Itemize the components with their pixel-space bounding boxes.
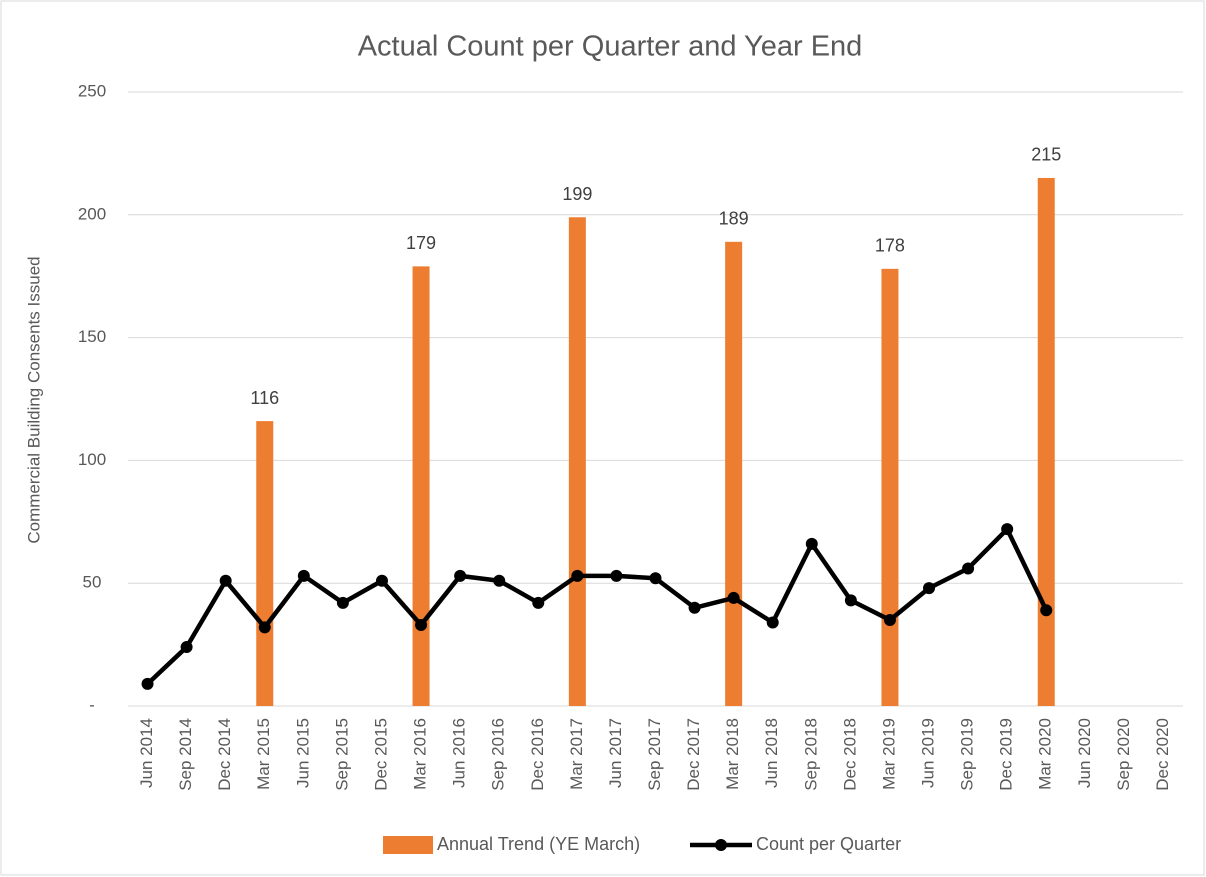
x-tick-label: Mar 2017 xyxy=(567,718,586,790)
line-marker xyxy=(219,574,232,587)
y-tick-label: 200 xyxy=(78,204,106,223)
line-marker xyxy=(1040,604,1053,617)
y-tick-label: 150 xyxy=(78,327,106,346)
bar xyxy=(256,421,274,706)
x-tick-label: Jun 2019 xyxy=(919,718,938,788)
line-marker xyxy=(532,596,545,609)
line-marker xyxy=(571,569,584,582)
line-marker xyxy=(258,621,271,634)
bar-value-label: 179 xyxy=(406,233,436,253)
bar xyxy=(881,268,899,706)
y-tick-label: 250 xyxy=(78,81,106,100)
line-marker xyxy=(727,591,740,604)
x-tick-label: Mar 2018 xyxy=(723,718,742,790)
bar xyxy=(568,217,586,707)
x-tick-label: Mar 2015 xyxy=(254,718,273,790)
line-marker xyxy=(415,618,428,631)
line-marker xyxy=(883,614,896,627)
line-marker xyxy=(805,537,818,550)
x-tick-label: Dec 2017 xyxy=(684,718,703,791)
line-marker xyxy=(297,569,310,582)
x-tick-label: Dec 2016 xyxy=(528,718,547,791)
y-tick-label: - xyxy=(89,695,95,714)
legend-label: Annual Trend (YE March) xyxy=(437,834,640,854)
x-tick-label: Sep 2020 xyxy=(1114,718,1133,791)
x-tick-label: Jun 2017 xyxy=(606,718,625,788)
x-tick-label: Sep 2018 xyxy=(801,718,820,791)
x-tick-label: Jun 2018 xyxy=(762,718,781,788)
line-marker xyxy=(375,574,388,587)
bar xyxy=(1037,177,1055,706)
x-tick-label: Jun 2014 xyxy=(137,718,156,788)
x-tick-label: Dec 2019 xyxy=(997,718,1016,791)
line-marker xyxy=(180,641,193,654)
line-marker xyxy=(688,601,701,614)
x-tick-label: Sep 2019 xyxy=(958,718,977,791)
x-tick-label: Dec 2015 xyxy=(371,718,390,791)
x-tick-label: Sep 2016 xyxy=(489,718,508,791)
legend-marker xyxy=(715,839,727,851)
x-tick-label: Dec 2014 xyxy=(215,718,234,791)
x-tick-label: Sep 2017 xyxy=(645,718,664,791)
line-marker xyxy=(493,574,506,587)
x-tick-label: Dec 2020 xyxy=(1153,718,1172,791)
x-tick-label: Mar 2016 xyxy=(411,718,430,790)
line-marker xyxy=(336,596,349,609)
line xyxy=(145,526,1049,686)
x-tick-label: Jun 2020 xyxy=(1075,718,1094,788)
legend-label: Count per Quarter xyxy=(756,834,901,854)
bar xyxy=(412,266,430,706)
x-tick-label: Jun 2016 xyxy=(450,718,469,788)
line-marker xyxy=(766,616,779,629)
x-tick-label: Sep 2015 xyxy=(332,718,351,791)
bar-value-label: 116 xyxy=(250,388,279,408)
line-marker xyxy=(962,562,975,575)
y-tick-label: 50 xyxy=(83,573,102,592)
line-marker xyxy=(610,569,623,582)
legend-swatch xyxy=(383,836,433,854)
x-tick-label: Dec 2018 xyxy=(840,718,859,791)
line-marker xyxy=(1001,523,1014,536)
x-tick-label: Mar 2020 xyxy=(1036,718,1055,790)
line-marker xyxy=(141,677,154,690)
bar xyxy=(725,241,743,707)
x-tick-label: Sep 2014 xyxy=(176,718,195,791)
bar-value-label: 199 xyxy=(562,184,592,204)
y-tick-label: 100 xyxy=(78,450,106,469)
line-marker xyxy=(454,569,467,582)
line-marker xyxy=(923,582,936,595)
x-tick-label: Mar 2019 xyxy=(879,718,898,790)
chart-title: Actual Count per Quarter and Year End xyxy=(358,31,863,63)
bar-value-label: 178 xyxy=(875,236,905,256)
line-marker xyxy=(649,572,662,585)
line-marker xyxy=(844,594,857,607)
bar-value-label: 215 xyxy=(1031,145,1061,165)
x-tick-label: Jun 2015 xyxy=(293,718,312,788)
y-axis-label: Commercial Building Consents Issued xyxy=(24,256,43,543)
bar-value-label: 189 xyxy=(719,209,749,229)
